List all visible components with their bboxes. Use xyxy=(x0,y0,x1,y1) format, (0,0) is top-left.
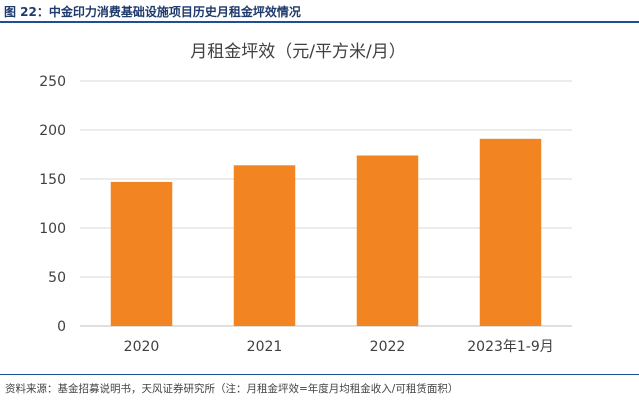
x-axis-tick-labels: 2020 2021 2022 2023年1-9月 xyxy=(124,339,554,355)
y-tick-label: 250 xyxy=(39,74,66,90)
figure-label: 图 22：中金印力消费基础设施项目历史月租金坪效情况 xyxy=(4,5,301,19)
x-tick-label: 2023年1-9月 xyxy=(467,339,554,355)
chart-title: 月租金坪效（元/平方米/月） xyxy=(190,42,405,62)
x-tick-label: 2021 xyxy=(247,339,283,355)
bar xyxy=(479,138,542,326)
header-rule xyxy=(0,21,639,23)
x-tick-label: 2020 xyxy=(124,339,160,355)
x-tick-label: 2022 xyxy=(370,339,406,355)
y-tick-label: 50 xyxy=(48,270,66,286)
source-note: 资料来源：基金招募说明书，天风证券研究所（注：月租金坪效=年度月均租金收入/可租… xyxy=(5,383,459,395)
bar xyxy=(356,155,419,326)
y-tick-label: 100 xyxy=(39,221,66,237)
y-tick-label: 0 xyxy=(57,319,66,335)
bar xyxy=(233,165,296,326)
y-axis-tick-labels: 0 50 100 150 200 250 xyxy=(39,74,66,335)
y-tick-label: 150 xyxy=(39,172,66,188)
y-tick-label: 200 xyxy=(39,123,66,139)
footer-rule xyxy=(0,374,639,375)
bar xyxy=(110,181,173,326)
bars xyxy=(110,138,542,326)
figure-header: 图 22：中金印力消费基础设施项目历史月租金坪效情况 xyxy=(0,0,639,23)
